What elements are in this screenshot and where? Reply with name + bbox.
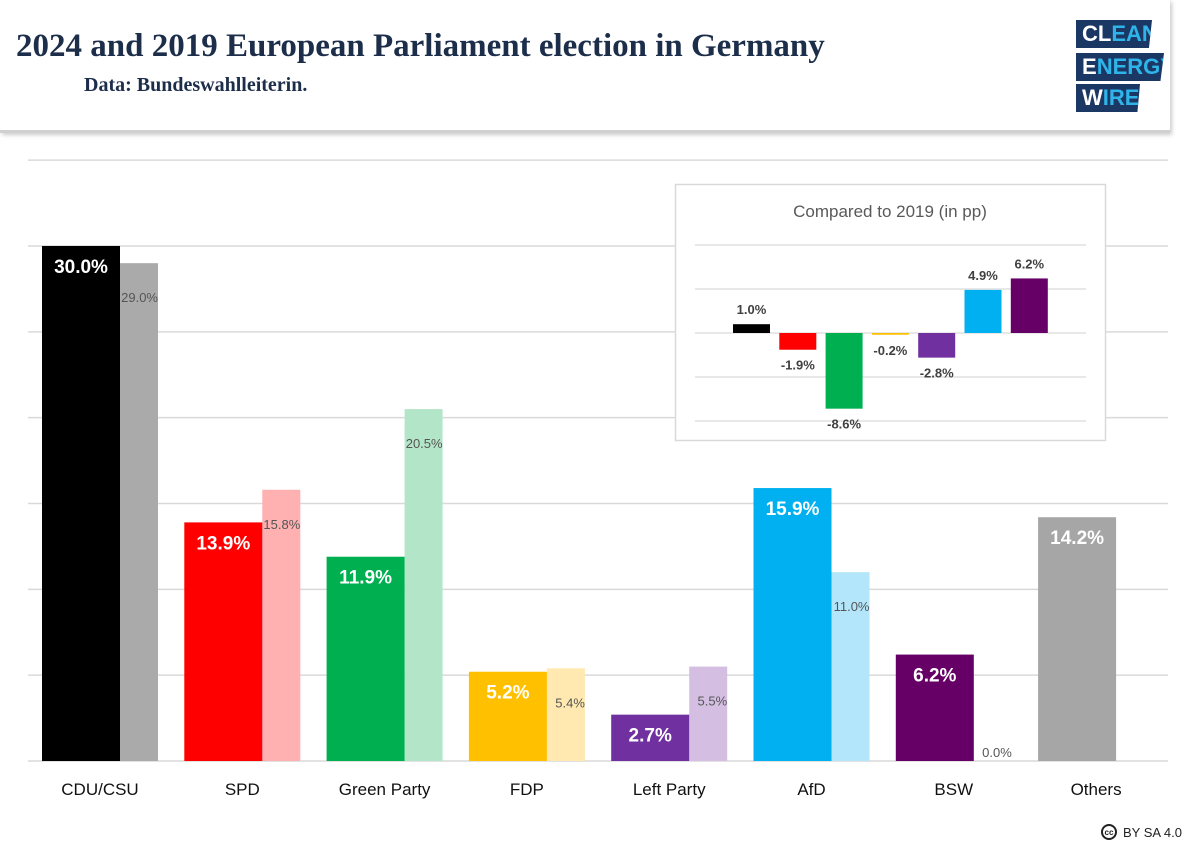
bar-2024 [326,556,405,761]
inset-data-label: 6.2% [1014,256,1044,271]
logo-line-energy: ENERGY [1076,53,1164,81]
data-label-2019: 5.4% [555,695,585,710]
inset-data-label: 4.9% [968,268,998,283]
inset-bar [733,324,770,333]
data-label-2019: 29.0% [121,290,158,305]
inset-bar [918,333,956,358]
header: 2024 and 2019 European Parliament electi… [0,0,1170,133]
bar-2024 [184,522,263,761]
inset-bar [964,289,1002,333]
data-label-2024: 30.0% [54,257,108,278]
data-label-2024: 6.2% [913,666,956,687]
inset-data-label: -1.9% [781,358,815,373]
bar-2019 [404,409,443,761]
chart-title: 2024 and 2019 European Parliament electi… [16,28,825,64]
category-label: Others [1071,780,1122,799]
data-label-2024: 13.9% [196,533,250,554]
category-label: FDP [510,780,544,799]
data-label-2019: 0.0% [982,745,1012,760]
chart-source: Data: Bundeswahlleiterin. [84,74,308,96]
inset-bar [779,333,817,350]
category-label: AfD [797,780,825,799]
license: cc BY SA 4.0 [1100,824,1182,840]
bar-2019 [120,263,158,761]
data-label-2019: 15.8% [263,517,300,532]
data-label-2024: 2.7% [629,726,672,747]
inset-data-label: -0.2% [873,343,907,358]
bar-2024 [1038,517,1117,761]
inset-bar [871,333,909,335]
data-label-2019: 5.5% [698,694,728,709]
bar-2024 [468,671,547,761]
inset-bar [1010,278,1048,333]
license-text: BY SA 4.0 [1122,824,1182,840]
logo-line-clean: CLEAN [1076,20,1152,48]
inset-bar [825,333,863,409]
bar-2024 [611,714,690,761]
bar-2019 [546,668,585,761]
bar-2024 [895,654,974,761]
data-label-2019: 20.5% [406,436,443,451]
data-label-2019: 11.0% [834,599,870,614]
data-label-2024: 11.9% [339,568,392,589]
cc-icon: cc [1100,824,1117,840]
inset-data-label: -2.8% [920,366,954,381]
data-label-2024: 14.2% [1050,528,1104,549]
bar-2024 [753,488,832,761]
logo-line-wire: WIRE [1076,84,1140,112]
category-label: CDU/CSU [61,780,138,799]
bar-2019 [689,666,728,761]
inset-data-label: 1.0% [737,302,767,317]
inset-data-label: -8.6% [827,417,861,432]
data-label-2024: 5.2% [486,683,529,704]
category-label: SPD [225,780,260,799]
bar-2019 [831,572,870,761]
bar-2024 [42,246,120,761]
inset-title: Compared to 2019 (in pp) [793,202,987,221]
bar-2019 [262,489,301,761]
category-label: Green Party [339,780,431,799]
category-label: Left Party [633,780,706,799]
data-label-2024: 15.9% [766,499,820,520]
category-label: BSW [934,780,973,799]
